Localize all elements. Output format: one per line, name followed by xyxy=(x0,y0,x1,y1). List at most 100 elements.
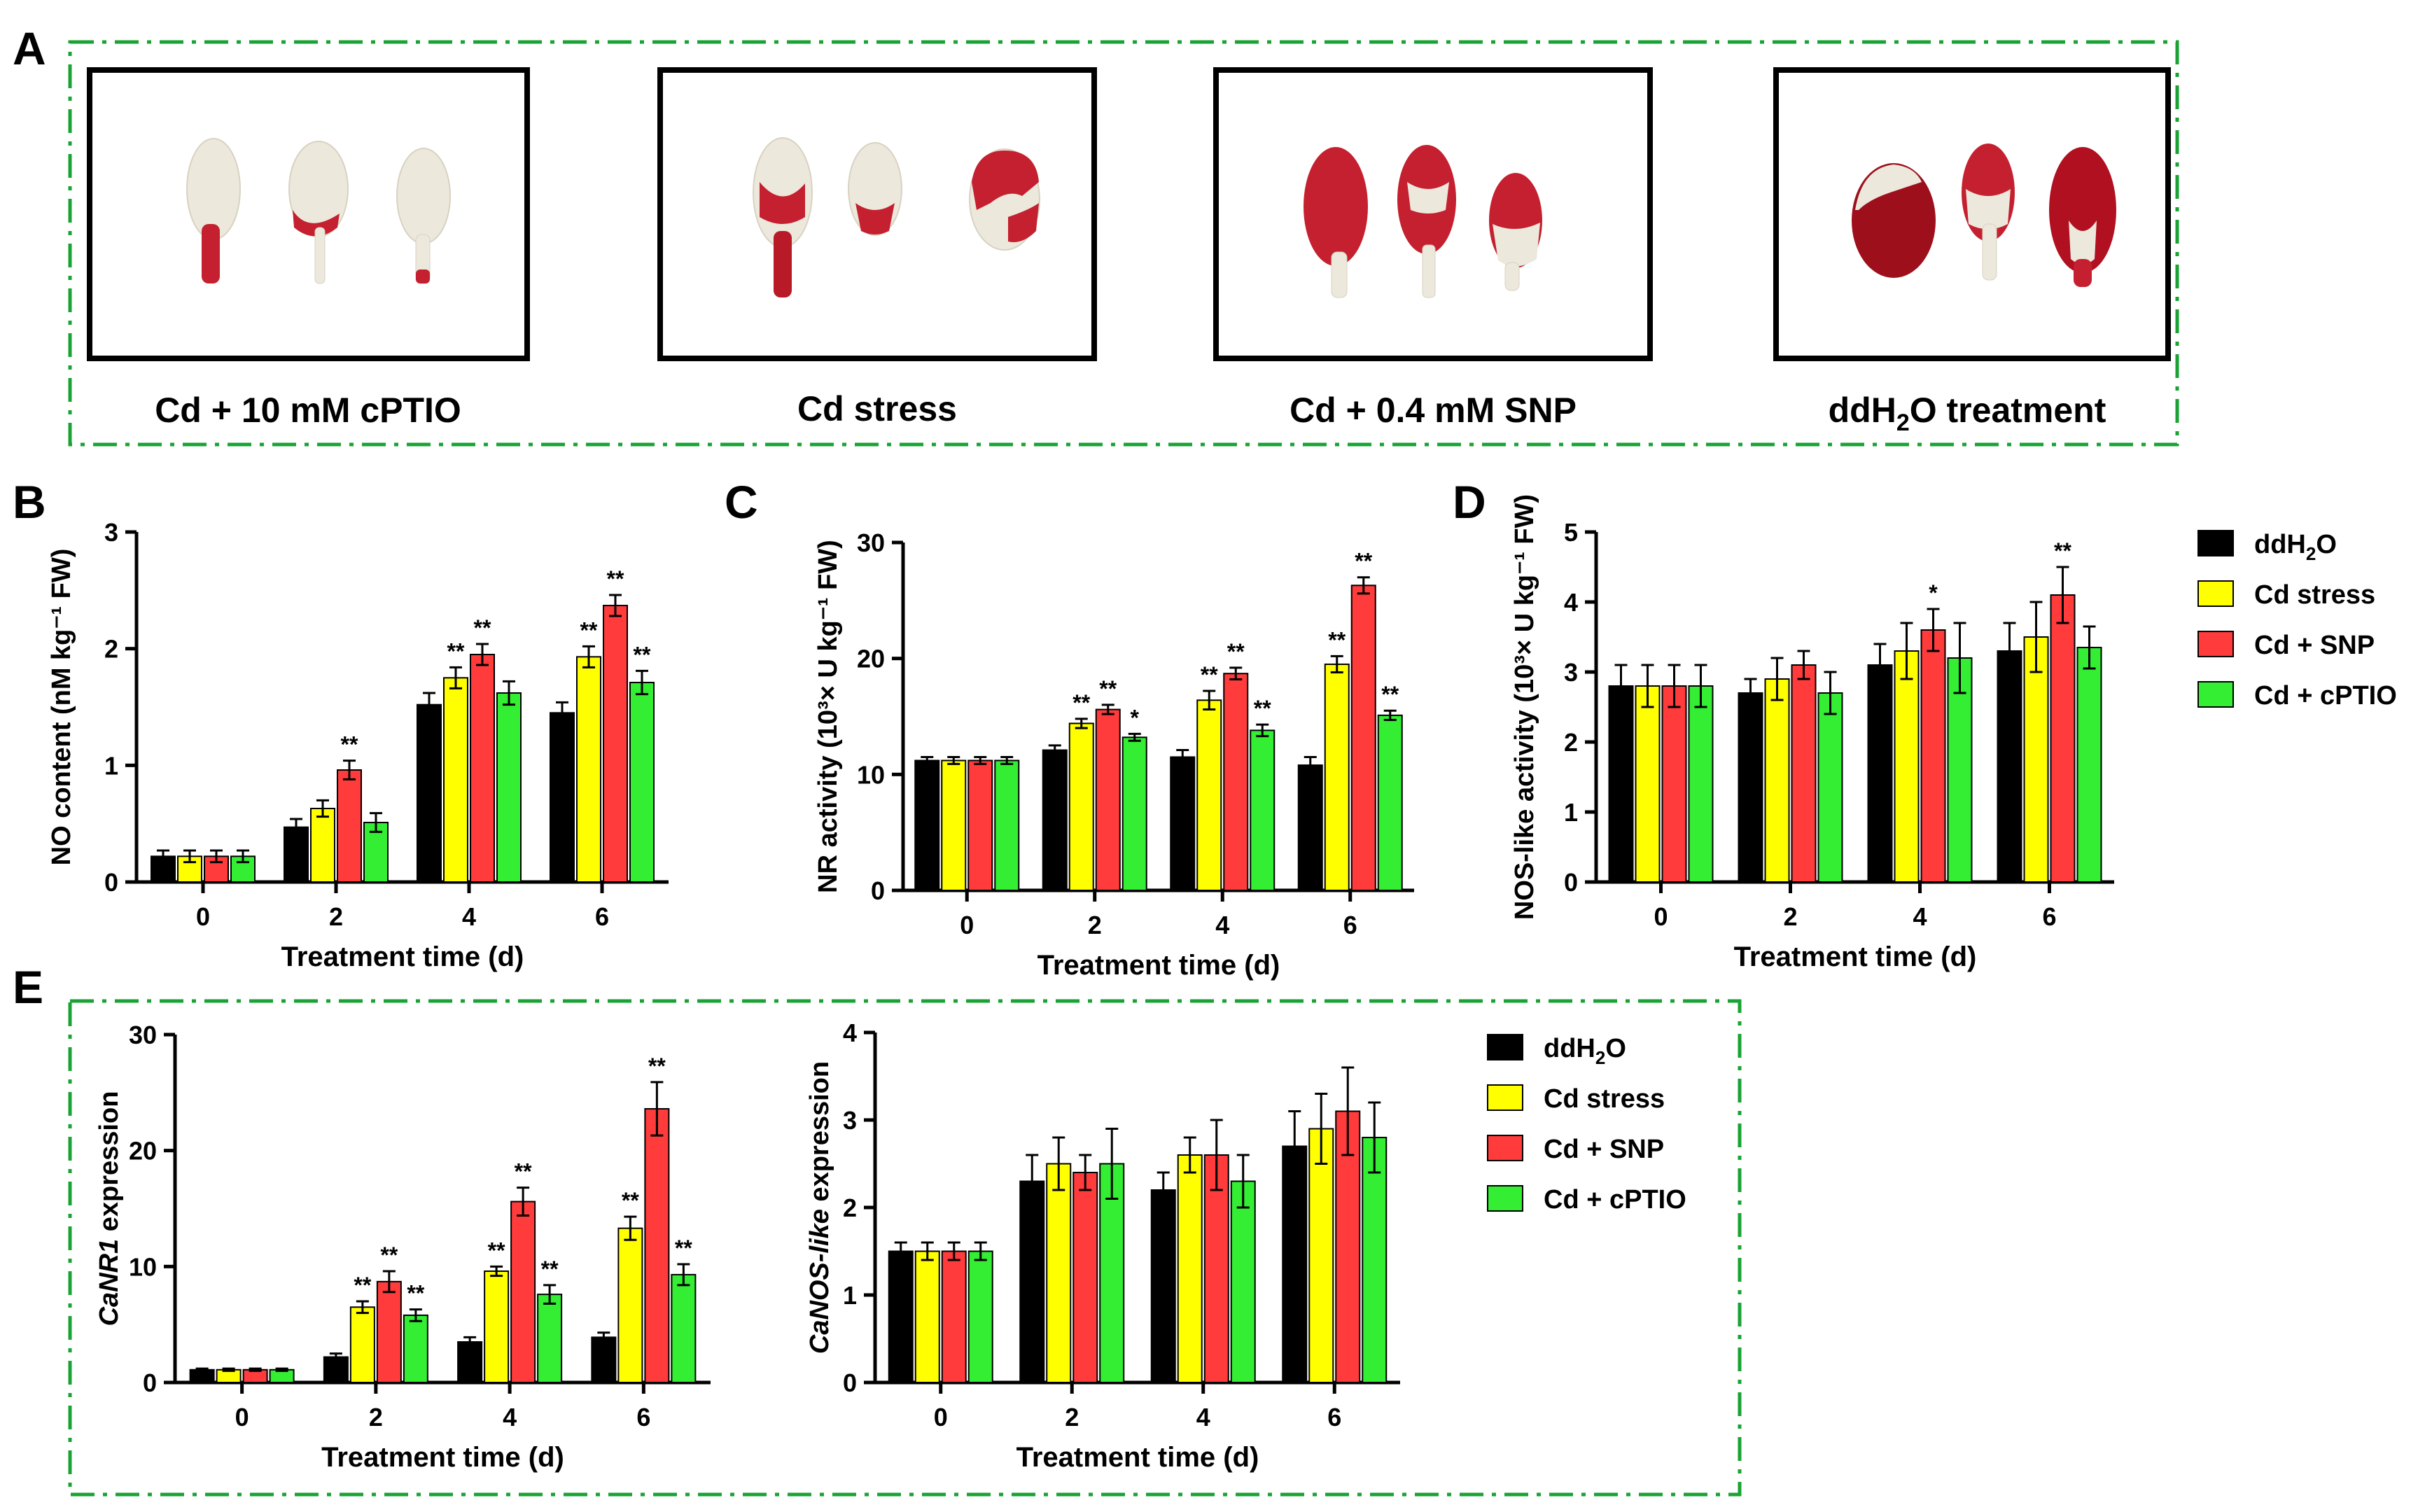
bar-cd-cptio xyxy=(1688,685,1714,883)
bar-ddh2o xyxy=(914,760,940,892)
bar-cd-cptio xyxy=(537,1294,563,1384)
x-tick-label: 2 xyxy=(329,902,343,931)
legend-swatch xyxy=(2197,580,2234,607)
significance-star: ** xyxy=(648,1054,666,1079)
bar-cd-snp xyxy=(1920,629,1946,883)
legend-label: ddH2O xyxy=(1544,1034,1626,1068)
y-tick-label: 0 xyxy=(871,876,885,905)
panel-b-label: B xyxy=(13,476,46,528)
panel-a-frame xyxy=(68,40,2179,447)
bar-cd-snp xyxy=(967,760,993,892)
bar-cd-stress xyxy=(1177,1154,1203,1383)
x-axis-title: Treatment time (d) xyxy=(1734,941,1977,972)
caption-ddh2o-main: ddH xyxy=(1829,391,1896,430)
y-tick-label: 3 xyxy=(843,1106,857,1135)
bar-ddh2o xyxy=(591,1336,617,1384)
significance-star: ** xyxy=(541,1256,559,1282)
y-tick-label: 2 xyxy=(843,1194,857,1222)
x-axis-title: Treatment time (d) xyxy=(281,941,524,972)
bar-cd-stress xyxy=(1764,678,1790,883)
panel-e-label: E xyxy=(13,961,43,1013)
x-tick-label: 6 xyxy=(1327,1403,1341,1432)
x-tick-label: 0 xyxy=(235,1403,249,1432)
x-tick-label: 6 xyxy=(1343,911,1357,939)
x-tick-label: 2 xyxy=(1783,902,1797,931)
x-tick-label: 0 xyxy=(934,1403,948,1432)
bar-cd-snp xyxy=(603,605,628,883)
bar-cd-snp xyxy=(1335,1110,1361,1383)
bar-cd-snp xyxy=(470,654,495,883)
significance-star: * xyxy=(1131,705,1140,730)
bar-cd-cptio xyxy=(1121,736,1147,891)
y-tick-label: 1 xyxy=(104,751,118,780)
legend-swatch xyxy=(1487,1084,1523,1111)
bar-cd-cptio xyxy=(1250,729,1276,891)
bar-cd-snp xyxy=(1223,673,1249,891)
bar-ddh2o xyxy=(1170,756,1196,891)
significance-star: ** xyxy=(634,642,651,667)
significance-star: ** xyxy=(675,1236,692,1261)
y-tick-label: 2 xyxy=(104,635,118,664)
significance-star: ** xyxy=(1099,676,1117,701)
panel-a: A xyxy=(13,22,2179,447)
x-tick-label: 0 xyxy=(196,902,210,931)
legend-swatch xyxy=(1487,1034,1523,1060)
significance-star: ** xyxy=(488,1238,505,1263)
significance-star: ** xyxy=(1227,639,1245,664)
legend-label: Cd + SNP xyxy=(2254,631,2375,660)
x-tick-label: 4 xyxy=(462,902,476,931)
y-tick-label: 20 xyxy=(857,645,885,673)
significance-star: ** xyxy=(607,566,624,592)
bar-cd-stress xyxy=(914,1250,940,1383)
panel-d-label: D xyxy=(1453,476,1486,528)
bar-ddh2o xyxy=(1997,650,2022,883)
bar-cd-snp xyxy=(1072,1172,1098,1383)
bar-ddh2o xyxy=(1608,685,1634,883)
x-tick-label: 6 xyxy=(2042,902,2056,931)
caption-ddh2o-tail: O treatment xyxy=(1910,391,2106,430)
significance-star: * xyxy=(1929,580,1938,606)
legend-swatch xyxy=(2197,681,2234,708)
bar-cd-cptio xyxy=(629,682,655,883)
caption-cd-cptio: Cd + 10 mM cPTIO xyxy=(155,391,461,430)
x-tick-label: 4 xyxy=(1215,911,1229,939)
x-tick-label: 4 xyxy=(1913,902,1927,931)
legend-label: Cd stress xyxy=(1544,1084,1665,1114)
y-tick-label: 3 xyxy=(1564,658,1578,687)
bar-cd-cptio xyxy=(967,1250,993,1383)
x-tick-label: 2 xyxy=(1065,1403,1079,1432)
bar-cd-cptio xyxy=(1377,714,1403,891)
chart-b-no-content: 0 1 2 3 0 2 ** 4 ** ** 6 ** ** ** Treatment time (d) NO… xyxy=(47,518,669,972)
bar-cd-cptio xyxy=(1230,1180,1256,1383)
significance-star: ** xyxy=(1254,696,1271,721)
significance-star: ** xyxy=(515,1159,532,1184)
bar-ddh2o xyxy=(1867,664,1893,883)
significance-star: ** xyxy=(1072,690,1090,715)
seed-image-ddh2o xyxy=(1852,144,2116,287)
y-axis-title: NO content (nM kg⁻¹ FW) xyxy=(47,549,76,866)
y-tick-label: 4 xyxy=(1564,588,1578,617)
bar-ddh2o xyxy=(1042,749,1068,891)
legend-swatch xyxy=(2197,631,2234,657)
bar-cd-stress xyxy=(576,656,601,883)
bar-cd-stress xyxy=(617,1227,643,1383)
significance-star: ** xyxy=(580,617,598,643)
y-axis-title: CaNR1 expression xyxy=(95,1091,124,1326)
bar-cd-stress xyxy=(310,808,335,883)
caption-cd-snp: Cd + 0.4 mM SNP xyxy=(1290,391,1577,430)
bar-cd-cptio xyxy=(2076,647,2102,883)
y-tick-label: 4 xyxy=(843,1018,857,1047)
y-tick-label: 1 xyxy=(1564,798,1578,827)
bar-ddh2o xyxy=(417,704,442,883)
bar-ddh2o xyxy=(888,1250,914,1383)
bar-ddh2o xyxy=(550,712,575,883)
y-tick-label: 1 xyxy=(843,1281,857,1310)
y-axis-title: NR activity (10³× U kg⁻¹ FW) xyxy=(813,540,843,893)
bar-cd-stress xyxy=(1308,1128,1334,1383)
y-tick-label: 5 xyxy=(1564,518,1578,547)
bar-cd-snp xyxy=(1203,1154,1229,1383)
chart-d-nos-like-activity: 0 1 2 3 4 5 0 2 4 * 6 ** Treatment time (d) NOS-like … xyxy=(1510,494,2114,972)
bar-ddh2o xyxy=(1297,764,1323,891)
x-tick-label: 2 xyxy=(1088,911,1102,939)
